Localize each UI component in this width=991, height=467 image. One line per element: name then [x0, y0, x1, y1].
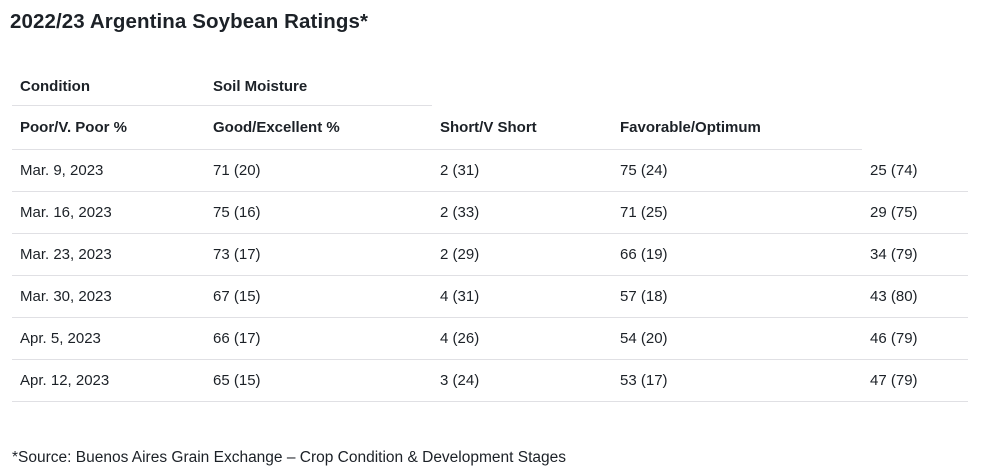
value-cell: 34 (79)	[862, 233, 968, 276]
value-cell: 66 (17)	[205, 317, 432, 360]
value-cell: 71 (25)	[612, 191, 862, 234]
value-cell: 2 (33)	[432, 191, 612, 234]
group-header-soil-moisture: Soil Moisture	[205, 70, 432, 106]
value-cell: 3 (24)	[432, 359, 612, 402]
column-header-short-vshort: Short/V Short	[432, 105, 612, 150]
value-cell: 57 (18)	[612, 275, 862, 318]
group-header-row: Condition Soil Moisture	[12, 70, 968, 106]
value-cell: 66 (19)	[612, 233, 862, 276]
value-cell: 46 (79)	[862, 317, 968, 360]
date-cell: Apr. 12, 2023	[12, 359, 205, 402]
table-body: Mar. 9, 2023 71 (20) 2 (31) 75 (24) 25 (…	[12, 149, 968, 402]
value-cell: 4 (26)	[432, 317, 612, 360]
page-title: 2022/23 Argentina Soybean Ratings*	[10, 10, 369, 33]
table-row: Mar. 16, 2023 75 (16) 2 (33) 71 (25) 29 …	[12, 191, 968, 234]
group-header-spacer	[612, 70, 862, 106]
value-cell: 75 (24)	[612, 149, 862, 192]
table-row: Mar. 30, 2023 67 (15) 4 (31) 57 (18) 43 …	[12, 275, 968, 318]
value-cell: 47 (79)	[862, 359, 968, 402]
value-cell: 54 (20)	[612, 317, 862, 360]
value-cell: 25 (74)	[862, 149, 968, 192]
value-cell: 75 (16)	[205, 191, 432, 234]
table-header: Condition Soil Moisture Poor/V. Poor % G…	[12, 70, 968, 150]
table-row: Mar. 9, 2023 71 (20) 2 (31) 75 (24) 25 (…	[12, 149, 968, 192]
value-cell: 53 (17)	[612, 359, 862, 402]
soybean-ratings-table: Condition Soil Moisture Poor/V. Poor % G…	[12, 70, 968, 402]
value-cell: 73 (17)	[205, 233, 432, 276]
group-header-spacer	[432, 70, 612, 106]
source-footnote: *Source: Buenos Aires Grain Exchange – C…	[12, 449, 567, 466]
date-cell: Mar. 30, 2023	[12, 275, 205, 318]
value-cell: 2 (31)	[432, 149, 612, 192]
value-cell: 43 (80)	[862, 275, 968, 318]
table-row: Apr. 12, 2023 65 (15) 3 (24) 53 (17) 47 …	[12, 359, 968, 402]
date-cell: Mar. 16, 2023	[12, 191, 205, 234]
value-cell: 65 (15)	[205, 359, 432, 402]
column-header-row: Poor/V. Poor % Good/Excellent % Short/V …	[12, 105, 968, 150]
value-cell: 29 (75)	[862, 191, 968, 234]
column-header-good-excellent: Good/Excellent %	[205, 105, 432, 150]
date-cell: Apr. 5, 2023	[12, 317, 205, 360]
value-cell: 2 (29)	[432, 233, 612, 276]
column-header-spacer	[862, 106, 968, 150]
group-header-condition: Condition	[12, 70, 205, 106]
column-header-favorable-optimum: Favorable/Optimum	[612, 105, 862, 150]
value-cell: 67 (15)	[205, 275, 432, 318]
date-cell: Mar. 9, 2023	[12, 149, 205, 192]
table-row: Apr. 5, 2023 66 (17) 4 (26) 54 (20) 46 (…	[12, 317, 968, 360]
column-header-poor-vpoor: Poor/V. Poor %	[12, 105, 205, 150]
table-row: Mar. 23, 2023 73 (17) 2 (29) 66 (19) 34 …	[12, 233, 968, 276]
value-cell: 4 (31)	[432, 275, 612, 318]
group-header-spacer	[862, 70, 968, 106]
date-cell: Mar. 23, 2023	[12, 233, 205, 276]
value-cell: 71 (20)	[205, 149, 432, 192]
